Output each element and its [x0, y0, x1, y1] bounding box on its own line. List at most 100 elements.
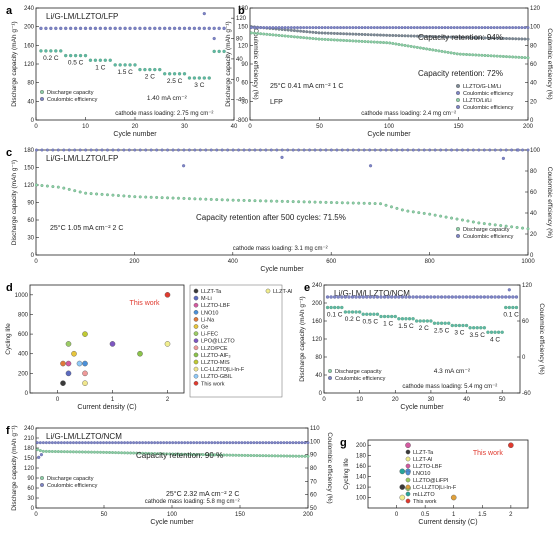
data-point — [56, 450, 60, 454]
y-tick-label: 90 — [241, 62, 248, 68]
data-point — [41, 449, 45, 453]
data-point — [102, 441, 106, 445]
data-point — [323, 31, 327, 35]
legend-label: LLZT-Ta — [413, 450, 434, 456]
data-point — [394, 26, 398, 30]
outlier-point — [39, 453, 44, 457]
data-point — [99, 450, 103, 454]
outlier-point — [368, 164, 373, 168]
legend-marker — [193, 317, 199, 322]
y-tick-label: 160 — [24, 43, 35, 49]
x-tick-label: 0 — [395, 512, 399, 518]
data-point — [457, 323, 462, 328]
data-point — [150, 452, 154, 456]
data-point — [483, 36, 487, 40]
legend-marker — [405, 470, 411, 476]
data-point — [325, 305, 330, 310]
data-point — [215, 198, 219, 202]
data-point — [247, 199, 251, 203]
data-point — [291, 454, 295, 458]
data-point — [59, 441, 63, 445]
data-point — [411, 317, 415, 321]
data-point — [299, 29, 303, 33]
data-point — [386, 314, 390, 319]
data-point — [332, 38, 336, 42]
data-point — [320, 37, 324, 41]
data-point — [347, 295, 351, 299]
data-point — [335, 32, 339, 36]
data-point — [323, 26, 327, 30]
y-tick-label: 60 — [27, 486, 34, 492]
data-point — [226, 148, 230, 152]
data-point — [192, 76, 197, 80]
point-LC-LLZTO|Li-In-F — [450, 494, 457, 501]
y2-tick-label: 50 — [310, 506, 317, 512]
data-point — [114, 451, 118, 455]
data-point — [500, 295, 504, 299]
data-point — [499, 224, 503, 228]
data-point — [299, 26, 303, 30]
data-point — [67, 187, 71, 191]
data-point — [262, 32, 266, 36]
legend-label: Coulombic efficiency — [463, 234, 514, 240]
legend-marker — [265, 288, 271, 294]
data-point — [404, 317, 408, 321]
legend-label: M-Li — [201, 296, 212, 302]
legend-label: LLZTO-AIF₃ — [201, 353, 231, 359]
data-point — [339, 32, 343, 36]
x-tick-label: 600 — [326, 259, 337, 265]
data-point — [425, 34, 429, 38]
data-point — [477, 53, 481, 57]
legend-label: LNO10 — [413, 471, 430, 477]
y2-tick-label: -40 — [236, 98, 245, 104]
data-point — [486, 295, 490, 299]
data-point — [207, 453, 211, 457]
annotation: Capacity retention: 72% — [418, 69, 503, 78]
data-point — [138, 451, 142, 455]
y-tick-label: 180 — [24, 148, 35, 154]
data-point — [209, 148, 213, 152]
outlier-point — [280, 155, 284, 159]
data-point — [366, 33, 370, 37]
data-point — [174, 452, 178, 456]
data-point — [449, 51, 453, 55]
data-point — [378, 40, 382, 44]
data-point — [68, 450, 72, 454]
data-point — [363, 40, 367, 44]
data-point — [477, 221, 481, 225]
data-point — [517, 55, 521, 59]
data-point — [237, 198, 241, 202]
data-point — [192, 441, 196, 445]
data-point — [68, 441, 72, 445]
y2-tick-label: 20 — [530, 232, 537, 238]
data-point — [289, 28, 293, 32]
data-point — [433, 148, 437, 152]
data-point — [126, 451, 130, 455]
y-tick-label: 150 — [238, 25, 249, 31]
data-point — [479, 326, 483, 330]
data-point — [38, 449, 42, 453]
legend-label: LLZTO/Li/Li — [463, 98, 492, 104]
data-point — [431, 26, 435, 30]
data-point — [289, 26, 293, 30]
data-point — [187, 148, 191, 152]
data-point — [116, 148, 120, 152]
data-point — [372, 40, 376, 44]
data-point — [492, 54, 496, 58]
data-point — [88, 26, 93, 31]
legend-marker — [193, 295, 199, 301]
legend-marker — [405, 477, 411, 483]
x-tick-label: 1.5 — [478, 512, 487, 518]
data-point — [252, 31, 256, 35]
data-point — [103, 26, 108, 31]
data-point — [499, 148, 503, 152]
data-point — [158, 26, 162, 31]
data-point — [483, 53, 487, 57]
data-point — [403, 43, 407, 47]
data-point — [388, 33, 392, 37]
data-point — [231, 441, 235, 445]
data-point — [225, 441, 229, 445]
data-point — [507, 295, 512, 299]
data-point — [447, 321, 451, 325]
data-point — [318, 200, 322, 204]
